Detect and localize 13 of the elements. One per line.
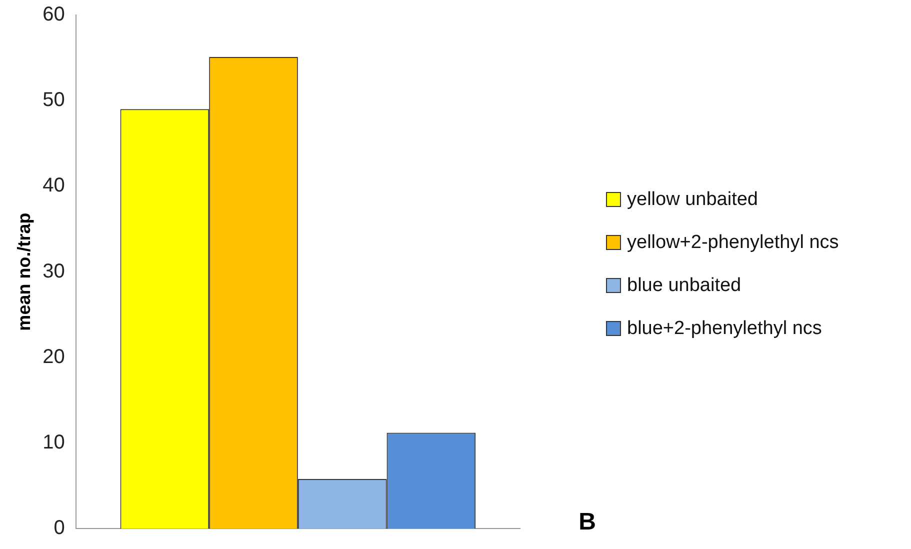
y-tick-label: 50 — [42, 89, 65, 112]
y-tick-label: 20 — [42, 346, 65, 368]
text: B — [578, 508, 596, 536]
y-tick-label: 40 — [42, 174, 65, 197]
y-axis-title: mean no./trap — [14, 212, 34, 331]
legend-label: yellow+2-phenylethyl ncs — [627, 232, 839, 254]
legend-label: blue unbaited — [627, 274, 742, 296]
legend-label: blue+2-phenylethyl ncs — [627, 318, 822, 340]
y-tick-label: 0 — [54, 517, 65, 540]
y-tick-label: 30 — [42, 260, 65, 282]
y-tick-label: 60 — [42, 4, 65, 26]
legend-label: yellow unbaited — [627, 188, 758, 210]
y-tick-label: 10 — [42, 432, 65, 454]
